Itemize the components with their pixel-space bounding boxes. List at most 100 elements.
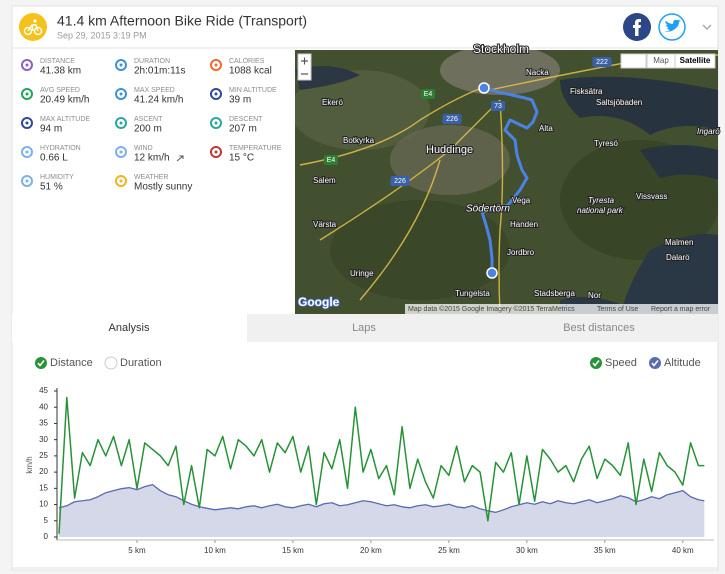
expand-chevron[interactable] (702, 24, 712, 31)
stat-value: 1088 kcal (229, 66, 272, 77)
stat-icon (210, 88, 222, 100)
series-line (58, 483, 705, 513)
tab[interactable]: Analysis (109, 322, 150, 334)
stat-icon-dot (119, 179, 123, 183)
x-tick-label: 15 km (282, 546, 304, 555)
stat-value: 0.66 L (40, 153, 68, 164)
zoom-in[interactable] (301, 57, 308, 65)
stat-icon (21, 146, 33, 158)
map-place-label: Tungelsta (455, 289, 490, 298)
stat-icon (21, 88, 33, 100)
stat-label: CALORIES (229, 58, 265, 65)
x-tick-label: 10 km (204, 546, 226, 555)
map-place-label: Jordbro (507, 248, 535, 257)
stat-label: DESCENT (229, 116, 263, 123)
road-number: 226 (446, 116, 458, 123)
stat-value: 200 m (134, 124, 162, 135)
legend-label[interactable]: Altitude (664, 357, 701, 369)
stat-icon-dot (119, 121, 123, 125)
stat-value: 41.38 km (40, 66, 81, 77)
wind-arrow (176, 155, 184, 162)
stat-icon (21, 117, 33, 129)
road-shield (592, 57, 612, 67)
x-tick-label: 20 km (360, 546, 382, 555)
map-place-label: Tyresö (594, 139, 619, 148)
y-tick-label: 25 (39, 451, 48, 460)
x-mode-toggle[interactable]: Distance (50, 357, 93, 369)
stat-label: ASCENT (134, 116, 163, 123)
map-place-label: Vissvass (636, 192, 667, 201)
map-type-satellite-label[interactable]: Satellite (680, 56, 711, 65)
series-line (58, 396, 705, 534)
map-place-label: Södertörn (466, 204, 510, 215)
stat-icon-dot (214, 63, 218, 67)
y-tick-label: 35 (39, 419, 48, 428)
stat-icon-dot (25, 63, 29, 67)
map-place-label: Ingarö (697, 127, 720, 136)
stat-icon (115, 117, 127, 129)
route (480, 86, 539, 273)
stat-icon (21, 175, 33, 187)
stat-value: 2h:01m:11s (134, 66, 186, 77)
stat-value: 20.49 km/h (40, 95, 89, 106)
stat-value: 207 m (229, 124, 257, 135)
bike-glyph (23, 24, 43, 36)
check-glyph (592, 360, 600, 367)
stat-value: 94 m (40, 124, 62, 135)
stat-icon (21, 59, 33, 71)
road-number: E4 (327, 157, 336, 164)
google-logo: Google (298, 295, 340, 309)
road-number: 73 (494, 103, 502, 110)
stat-icon-dot (25, 150, 29, 154)
map-type-map-label[interactable]: Map (653, 56, 669, 65)
y-tick-label: 5 (44, 516, 49, 525)
tab[interactable]: Best distances (563, 322, 635, 334)
map-place-label: Saltsjöbaden (596, 98, 642, 107)
x-tick-label: 25 km (438, 546, 460, 555)
route-end[interactable] (486, 267, 498, 279)
map (295, 50, 718, 314)
stat-label: HUMIDITY (40, 174, 74, 181)
legend-radio[interactable] (104, 356, 118, 370)
map-labels: Stockholm Nacka Fisksätra Saltsjöbaden Ekerö… (297, 41, 721, 313)
stat-icon (210, 146, 222, 158)
map-place-label: Dalarö (666, 253, 690, 262)
map-place-label: Stockholm (473, 42, 529, 56)
stat-label: MAX ALTITUDE (40, 116, 90, 123)
tabs: Analysis Laps Best distances (109, 322, 636, 334)
x-tick-label: 5 km (128, 546, 146, 555)
fullscreen-button[interactable] (620, 53, 647, 69)
map-place-label: Handen (510, 220, 538, 229)
stat-value: 39 m (229, 95, 251, 106)
road-number: E4 (424, 91, 433, 98)
map-place-label: Malmen (665, 238, 693, 247)
stat-icon-dot (25, 92, 29, 96)
map-place-label: Vega (512, 196, 531, 205)
tab[interactable]: Laps (352, 322, 376, 334)
road-shield (491, 101, 505, 111)
x-mode-toggle[interactable]: Duration (120, 357, 162, 369)
stat-icon (115, 88, 127, 100)
y-tick-label: 10 (39, 500, 48, 509)
map-type-satellite[interactable] (674, 53, 716, 69)
legend-label[interactable]: Speed (605, 357, 637, 369)
map-place-label: Botkyrka (343, 136, 375, 145)
y-tick-label: 20 (39, 467, 48, 476)
map-place-label: Huddinge (426, 144, 473, 156)
check-glyph (651, 360, 659, 367)
stat-icon (210, 59, 222, 71)
stat-label: MAX SPEED (134, 87, 175, 94)
stat-icon (115, 175, 127, 187)
y-tick-label: 40 (39, 402, 48, 411)
stats-panel (13, 49, 294, 314)
area (59, 484, 705, 537)
map-place-label: Tyresta (588, 196, 615, 205)
map-place-label: Nacka (526, 68, 549, 77)
stat-icon (210, 117, 222, 129)
route-start[interactable] (478, 82, 490, 94)
map-report[interactable]: Report a map error (651, 306, 711, 313)
map-place-label: Uringe (350, 269, 374, 278)
map-terms[interactable]: Terms of Use (597, 306, 638, 313)
